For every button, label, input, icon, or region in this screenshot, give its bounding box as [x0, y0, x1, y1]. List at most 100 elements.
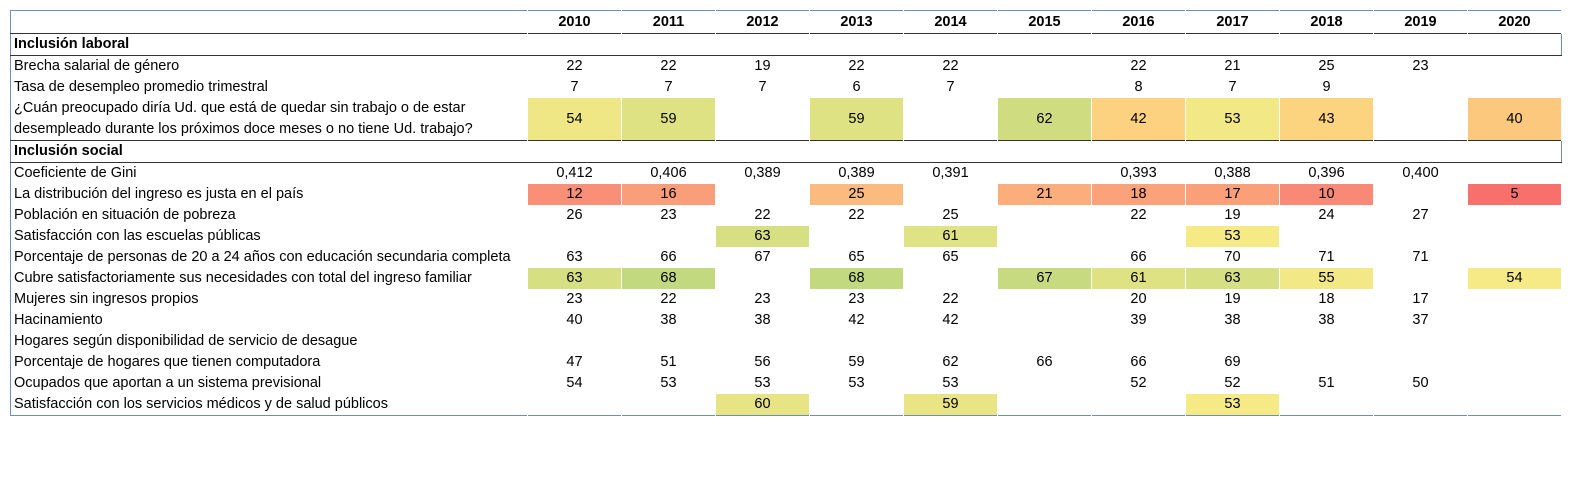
value-cell: 26	[527, 205, 622, 226]
year-header: 2019	[1373, 10, 1468, 34]
value-cell: 19	[1185, 289, 1280, 310]
value-cell	[715, 268, 810, 289]
value-cell: 56	[715, 352, 810, 373]
value-cell	[1091, 331, 1186, 352]
value-cell: 38	[715, 310, 810, 331]
value-cell: 66	[997, 352, 1092, 373]
value-cell: 70	[1185, 247, 1280, 268]
value-cell: 23	[621, 205, 716, 226]
value-cell	[1373, 184, 1468, 205]
value-cell	[527, 394, 622, 416]
value-cell: 62	[903, 352, 998, 373]
value-cell: 7	[1185, 77, 1280, 98]
value-cell: 18	[1279, 289, 1374, 310]
value-cell	[1467, 310, 1562, 331]
value-cell: 68	[809, 268, 904, 289]
value-cell: 59	[903, 394, 998, 416]
value-cell	[527, 226, 622, 247]
value-cell	[1373, 331, 1468, 352]
value-cell: 23	[527, 289, 622, 310]
value-cell	[1467, 55, 1562, 77]
value-cell: 54	[1467, 268, 1562, 289]
data-row: Población en situación de pobreza 26 23 22 2…	[11, 205, 1562, 226]
value-cell	[715, 331, 810, 352]
value-cell: 71	[1373, 247, 1468, 268]
data-row: ¿Cuán preocupado diría Ud. que está de q…	[11, 98, 1562, 141]
value-cell: 25	[1279, 55, 1374, 77]
value-cell	[715, 98, 810, 141]
section-title: Inclusión social	[10, 140, 1562, 163]
value-cell: 54	[527, 98, 622, 141]
value-cell: 53	[809, 373, 904, 394]
value-cell: 65	[809, 247, 904, 268]
value-cell: 67	[997, 268, 1092, 289]
value-cell	[527, 331, 622, 352]
value-cell	[997, 226, 1092, 247]
value-cell	[1467, 373, 1562, 394]
value-cell	[1467, 205, 1562, 226]
value-cell: 39	[1091, 310, 1186, 331]
value-cell	[1279, 352, 1374, 373]
row-label: Satisfacción con los servicios médicos y…	[14, 396, 388, 412]
row-label: Tasa de desempleo promedio trimestral	[14, 79, 268, 95]
value-cell	[1091, 394, 1186, 416]
value-cell: 0,393	[1091, 162, 1186, 184]
row-label: Mujeres sin ingresos propios	[14, 291, 199, 307]
value-cell: 23	[715, 289, 810, 310]
value-cell: 10	[1279, 184, 1374, 205]
value-cell: 68	[621, 268, 716, 289]
value-cell: 52	[1185, 373, 1280, 394]
value-cell: 61	[1091, 268, 1186, 289]
year-header: 2020	[1467, 10, 1562, 34]
year-header: 2016	[1091, 10, 1186, 34]
value-cell: 18	[1091, 184, 1186, 205]
row-label: Hacinamiento	[14, 312, 103, 328]
value-cell: 53	[903, 373, 998, 394]
value-cell: 22	[1091, 55, 1186, 77]
value-cell	[997, 373, 1092, 394]
value-cell: 42	[809, 310, 904, 331]
value-cell: 7	[527, 77, 622, 98]
value-cell: 16	[621, 184, 716, 205]
value-cell: 5	[1467, 184, 1562, 205]
value-cell: 47	[527, 352, 622, 373]
value-cell: 22	[621, 55, 716, 77]
value-cell	[1467, 394, 1562, 416]
value-cell: 65	[903, 247, 998, 268]
value-cell: 40	[527, 310, 622, 331]
year-header: 2013	[809, 10, 904, 34]
value-cell	[1279, 331, 1374, 352]
value-cell	[1467, 247, 1562, 268]
data-row: Hogares según disponibilidad de servicio…	[11, 331, 1562, 352]
value-cell: 59	[809, 352, 904, 373]
value-cell: 66	[1091, 247, 1186, 268]
value-cell	[1373, 98, 1468, 141]
row-label: Población en situación de pobreza	[14, 207, 236, 223]
value-cell: 66	[621, 247, 716, 268]
value-cell: 38	[1279, 310, 1374, 331]
value-cell	[997, 247, 1092, 268]
value-cell: 38	[621, 310, 716, 331]
value-cell: 71	[1279, 247, 1374, 268]
value-cell	[1467, 226, 1562, 247]
value-cell: 62	[997, 98, 1092, 141]
row-label: Coeficiente de Gini	[14, 165, 137, 181]
value-cell	[997, 55, 1092, 77]
value-cell: 54	[527, 373, 622, 394]
value-cell: 19	[715, 55, 810, 77]
value-cell: 25	[903, 205, 998, 226]
data-row: Satisfacción con las escuelas públicas 63…	[11, 226, 1562, 247]
value-cell: 50	[1373, 373, 1468, 394]
value-cell: 63	[1185, 268, 1280, 289]
value-cell: 24	[1279, 205, 1374, 226]
value-cell: 53	[621, 373, 716, 394]
value-cell: 17	[1185, 184, 1280, 205]
value-cell: 20	[1091, 289, 1186, 310]
row-label: La distribución del ingreso es justa en …	[14, 186, 304, 202]
value-cell: 8	[1091, 77, 1186, 98]
row-label: Porcentaje de hogares que tienen computa…	[14, 354, 321, 370]
value-cell	[1373, 394, 1468, 416]
value-cell	[997, 205, 1092, 226]
value-cell	[903, 184, 998, 205]
